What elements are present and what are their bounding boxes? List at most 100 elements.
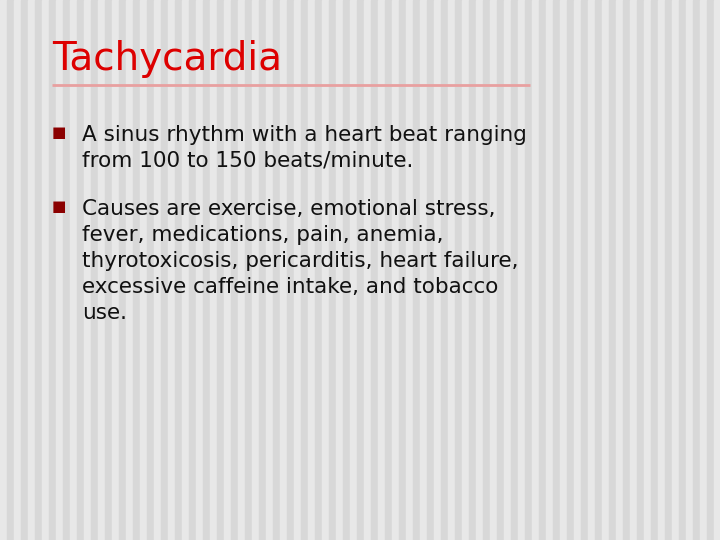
Bar	[567, 0, 574, 540]
Bar	[483, 0, 490, 540]
Bar	[420, 0, 427, 540]
Bar	[686, 0, 693, 540]
Bar	[679, 0, 686, 540]
Bar	[385, 0, 392, 540]
Bar	[392, 0, 399, 540]
Bar	[28, 0, 35, 540]
Bar	[637, 0, 644, 540]
Bar	[448, 0, 455, 540]
Bar	[455, 0, 462, 540]
Bar	[357, 0, 364, 540]
Text: Tachycardia: Tachycardia	[52, 40, 282, 78]
Bar	[427, 0, 434, 540]
Bar	[217, 0, 224, 540]
Bar	[182, 0, 189, 540]
Bar	[252, 0, 259, 540]
Text: excessive caffeine intake, and tobacco: excessive caffeine intake, and tobacco	[82, 277, 498, 297]
Bar	[42, 0, 49, 540]
Bar	[630, 0, 637, 540]
Bar	[693, 0, 700, 540]
Bar	[210, 0, 217, 540]
Bar	[329, 0, 336, 540]
Bar	[112, 0, 119, 540]
Bar	[63, 0, 70, 540]
Bar	[35, 0, 42, 540]
Bar	[133, 0, 140, 540]
Bar	[476, 0, 483, 540]
Bar	[700, 0, 707, 540]
Bar	[581, 0, 588, 540]
Bar	[553, 0, 560, 540]
Bar	[105, 0, 112, 540]
Bar	[14, 0, 21, 540]
Bar	[336, 0, 343, 540]
Bar	[126, 0, 133, 540]
Bar	[588, 0, 595, 540]
Bar	[574, 0, 581, 540]
Bar	[84, 0, 91, 540]
Bar	[518, 0, 525, 540]
Bar	[315, 0, 322, 540]
Bar	[651, 0, 658, 540]
Bar	[413, 0, 420, 540]
Bar	[322, 0, 329, 540]
Bar	[266, 0, 273, 540]
Bar	[497, 0, 504, 540]
Bar	[511, 0, 518, 540]
Text: Causes are exercise, emotional stress,: Causes are exercise, emotional stress,	[82, 199, 495, 219]
Bar	[525, 0, 532, 540]
Bar	[119, 0, 126, 540]
Bar	[245, 0, 252, 540]
Bar	[21, 0, 28, 540]
Bar	[140, 0, 147, 540]
Bar	[56, 0, 63, 540]
Bar	[77, 0, 84, 540]
Bar	[490, 0, 497, 540]
Bar	[175, 0, 182, 540]
Bar	[203, 0, 210, 540]
Bar	[378, 0, 385, 540]
Bar	[539, 0, 546, 540]
Text: ■: ■	[52, 199, 66, 214]
Bar	[168, 0, 175, 540]
Bar	[350, 0, 357, 540]
Bar	[91, 0, 98, 540]
Bar	[7, 0, 14, 540]
Text: from 100 to 150 beats/minute.: from 100 to 150 beats/minute.	[82, 151, 413, 171]
Bar	[546, 0, 553, 540]
Bar	[623, 0, 630, 540]
Bar	[301, 0, 308, 540]
Bar	[469, 0, 476, 540]
Bar	[294, 0, 301, 540]
Text: use.: use.	[82, 303, 127, 323]
Bar	[343, 0, 350, 540]
Bar	[616, 0, 623, 540]
Bar	[406, 0, 413, 540]
Bar	[259, 0, 266, 540]
Text: ■: ■	[52, 125, 66, 140]
Text: thyrotoxicosis, pericarditis, heart failure,: thyrotoxicosis, pericarditis, heart fail…	[82, 251, 518, 271]
Bar	[154, 0, 161, 540]
Text: A sinus rhythm with a heart beat ranging: A sinus rhythm with a heart beat ranging	[82, 125, 527, 145]
Bar	[560, 0, 567, 540]
Text: fever, medications, pain, anemia,: fever, medications, pain, anemia,	[82, 225, 444, 245]
Bar	[273, 0, 280, 540]
Bar	[441, 0, 448, 540]
Bar	[707, 0, 714, 540]
Bar	[0, 0, 7, 540]
Bar	[49, 0, 56, 540]
Bar	[196, 0, 203, 540]
Bar	[532, 0, 539, 540]
Bar	[371, 0, 378, 540]
Bar	[665, 0, 672, 540]
Bar	[399, 0, 406, 540]
Bar	[462, 0, 469, 540]
Bar	[644, 0, 651, 540]
Bar	[364, 0, 371, 540]
Bar	[224, 0, 231, 540]
Bar	[280, 0, 287, 540]
Bar	[595, 0, 602, 540]
Bar	[231, 0, 238, 540]
Bar	[287, 0, 294, 540]
Bar	[602, 0, 609, 540]
